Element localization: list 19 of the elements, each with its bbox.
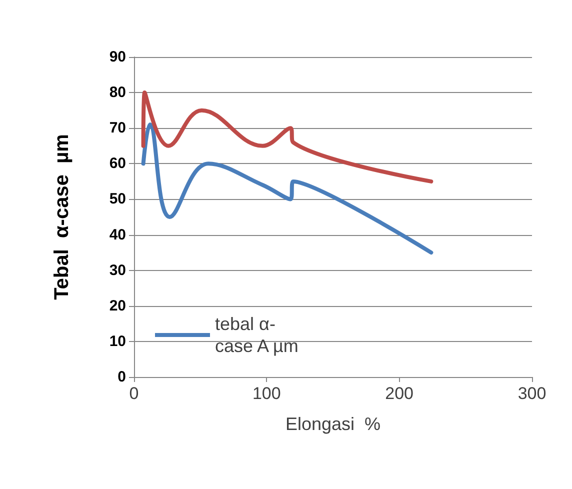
y-tick-label: 90 xyxy=(109,48,126,66)
line-series xyxy=(141,122,434,255)
y-tick-label: 50 xyxy=(109,190,126,208)
y-tick-label: 10 xyxy=(109,332,126,350)
x-tick-label: 0 xyxy=(129,384,139,403)
y-tick-label: 0 xyxy=(118,368,126,386)
x-tick-label: 300 xyxy=(518,384,546,403)
y-axis-title: Tebal α-case µm xyxy=(51,134,73,300)
x-tick-label: 100 xyxy=(252,384,281,403)
x-axis-title: Elongasi % xyxy=(285,414,381,434)
y-tick-label: 80 xyxy=(109,84,126,102)
y-tick-label: 60 xyxy=(109,155,126,172)
y-tick-label: 70 xyxy=(109,120,126,137)
x-tick-label: 200 xyxy=(385,384,414,403)
line-series xyxy=(141,90,434,184)
legend-label: tebal α-case A µm xyxy=(215,314,298,356)
y-tick-label: 20 xyxy=(109,297,126,314)
y-tick-label: 40 xyxy=(109,226,126,244)
y-tick-label: 30 xyxy=(109,262,126,279)
